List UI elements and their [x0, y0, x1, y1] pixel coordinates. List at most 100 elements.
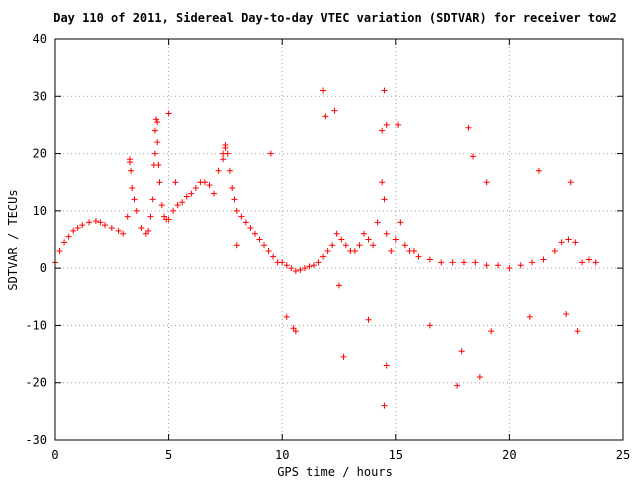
data-point	[374, 219, 381, 226]
data-point	[483, 179, 490, 186]
data-point	[329, 242, 336, 249]
data-point	[233, 207, 240, 214]
data-point	[488, 328, 495, 335]
data-point	[226, 167, 233, 174]
data-point	[322, 113, 329, 120]
data-point	[506, 265, 513, 272]
data-point	[572, 239, 579, 246]
y-tick-label: 20	[33, 147, 47, 161]
data-point	[392, 236, 399, 243]
data-point	[381, 402, 388, 409]
y-tick-label: 0	[40, 261, 47, 275]
data-point	[356, 242, 363, 249]
data-point	[315, 259, 322, 266]
data-point	[155, 162, 162, 169]
data-point	[153, 116, 160, 123]
data-point	[279, 259, 286, 266]
data-point	[174, 202, 181, 209]
data-point	[149, 196, 156, 203]
data-point	[592, 259, 599, 266]
data-point	[458, 348, 465, 355]
y-tick-label: -20	[25, 376, 47, 390]
data-point	[222, 141, 229, 148]
data-point	[147, 213, 154, 220]
data-point	[251, 230, 258, 237]
data-point	[565, 236, 572, 243]
data-point	[340, 353, 347, 360]
data-point	[129, 184, 136, 191]
data-point	[267, 150, 274, 157]
data-point	[151, 150, 158, 157]
data-point	[333, 230, 340, 237]
data-point	[365, 316, 372, 323]
data-point	[551, 247, 558, 254]
data-point	[472, 259, 479, 266]
plot-area-frame	[54, 38, 624, 441]
data-point	[395, 121, 402, 128]
data-point	[154, 119, 161, 126]
data-point	[383, 362, 390, 369]
data-point	[320, 87, 327, 94]
data-point	[115, 227, 122, 234]
data-point	[336, 282, 342, 289]
data-point	[224, 150, 231, 157]
data-point	[495, 262, 502, 269]
data-point	[265, 247, 272, 254]
data-point	[290, 325, 297, 332]
data-point	[540, 256, 547, 263]
data-point	[585, 256, 592, 263]
data-point	[397, 219, 404, 226]
data-point	[61, 239, 68, 246]
data-point	[342, 242, 349, 249]
data-point	[124, 213, 131, 220]
data-point	[86, 219, 93, 226]
data-point	[56, 247, 63, 254]
data-point	[383, 121, 390, 128]
data-point	[331, 107, 338, 114]
data-point	[183, 193, 190, 200]
data-point	[558, 239, 565, 246]
data-point	[215, 167, 222, 174]
data-point	[465, 124, 472, 131]
data-point	[151, 127, 158, 134]
x-axis-label: GPS time / hours	[277, 465, 393, 479]
y-tick-label: -30	[25, 433, 47, 447]
data-point	[247, 225, 254, 232]
data-point	[126, 156, 133, 163]
x-tick-label: 15	[389, 448, 403, 462]
data-point	[401, 242, 408, 249]
data-point	[261, 242, 268, 249]
data-point	[120, 230, 127, 237]
data-point	[101, 222, 108, 229]
data-point	[165, 216, 172, 223]
data-point	[292, 268, 299, 275]
data-point	[297, 266, 304, 273]
data-point	[306, 263, 313, 270]
data-point	[270, 253, 277, 260]
data-point	[156, 179, 163, 186]
data-point	[454, 382, 461, 389]
data-point	[381, 196, 388, 203]
data-point	[579, 259, 586, 266]
data-point	[231, 196, 238, 203]
y-tick-label: 10	[33, 204, 47, 218]
data-point	[460, 259, 467, 266]
data-point	[383, 230, 390, 237]
data-point	[370, 242, 377, 249]
data-point	[320, 253, 327, 260]
y-tick-label: -10	[25, 318, 47, 332]
data-point	[476, 373, 483, 380]
x-tick-label: 10	[275, 448, 289, 462]
data-point	[415, 253, 422, 260]
data-point	[211, 190, 218, 197]
data-points	[52, 87, 599, 409]
data-point	[229, 184, 236, 191]
data-point	[133, 207, 140, 214]
data-point	[65, 233, 72, 240]
y-axis-label: SDTVAR / TECUs	[6, 189, 20, 290]
data-point	[283, 262, 290, 269]
data-point	[145, 227, 152, 234]
x-tick-label: 0	[51, 448, 58, 462]
